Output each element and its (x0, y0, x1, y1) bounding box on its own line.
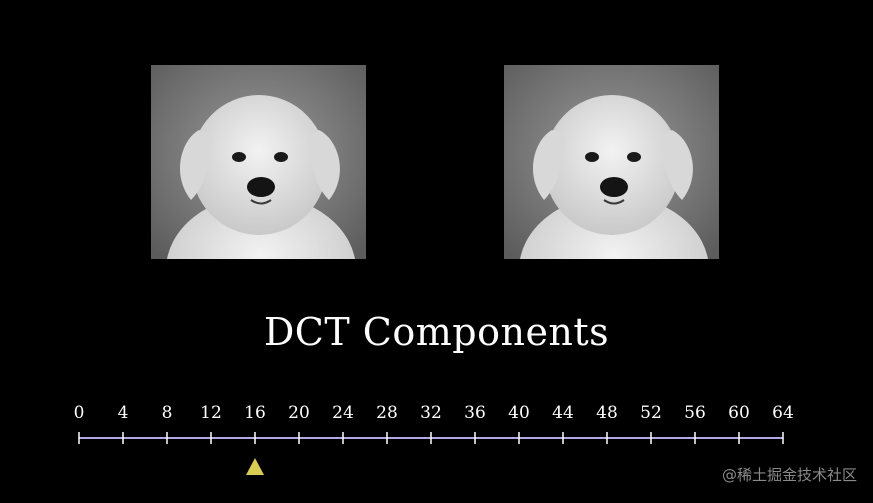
slider-ticks: 0 4 8 12 16 20 24 28 32 36 40 44 48 52 56 60 64 (74, 403, 794, 444)
slider-tick-label: 36 (464, 403, 486, 423)
slider-tick-label: 48 (596, 403, 618, 423)
reconstructed-image (504, 65, 719, 259)
slider-tick-label: 0 (74, 403, 85, 423)
watermark: @稀土掘金技术社区 (721, 466, 857, 484)
slider-tick-label: 28 (376, 403, 398, 423)
slider-tick-label: 24 (332, 403, 354, 423)
original-image (151, 65, 366, 259)
slider-tick-label: 4 (118, 403, 129, 423)
slider-tick-label: 20 (288, 403, 310, 423)
dct-components-title: DCT Components (263, 310, 610, 354)
slider-tick-label: 64 (772, 403, 794, 423)
slider-tick-label: 16 (244, 403, 266, 423)
dct-component-slider[interactable]: 0 4 8 12 16 20 24 28 32 36 40 44 48 52 56 60 64 (0, 390, 873, 490)
puppy-photo-icon (504, 65, 719, 259)
slider-tick-label: 56 (684, 403, 706, 423)
slider-tick-label: 40 (508, 403, 530, 423)
slider-tick-label: 52 (640, 403, 662, 423)
slider-tick-label: 12 (200, 403, 222, 423)
puppy-photo-icon (151, 65, 366, 259)
slider-tick-label: 60 (728, 403, 750, 423)
slider-tick-label: 44 (552, 403, 574, 423)
slider-tick-label: 8 (162, 403, 173, 423)
slider-marker[interactable] (246, 458, 264, 475)
slider-tick-label: 32 (420, 403, 442, 423)
